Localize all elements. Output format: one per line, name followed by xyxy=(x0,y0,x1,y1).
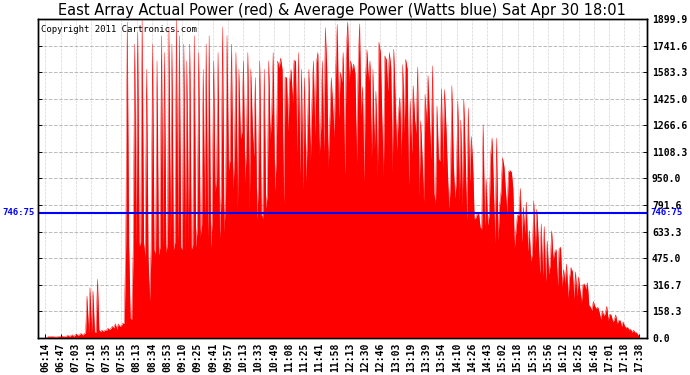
Title: East Array Actual Power (red) & Average Power (Watts blue) Sat Apr 30 18:01: East Array Actual Power (red) & Average … xyxy=(59,3,627,18)
Text: Copyright 2011 Cartronics.com: Copyright 2011 Cartronics.com xyxy=(41,26,197,34)
Text: 746:75: 746:75 xyxy=(650,208,682,217)
Text: 746:75: 746:75 xyxy=(2,208,34,217)
